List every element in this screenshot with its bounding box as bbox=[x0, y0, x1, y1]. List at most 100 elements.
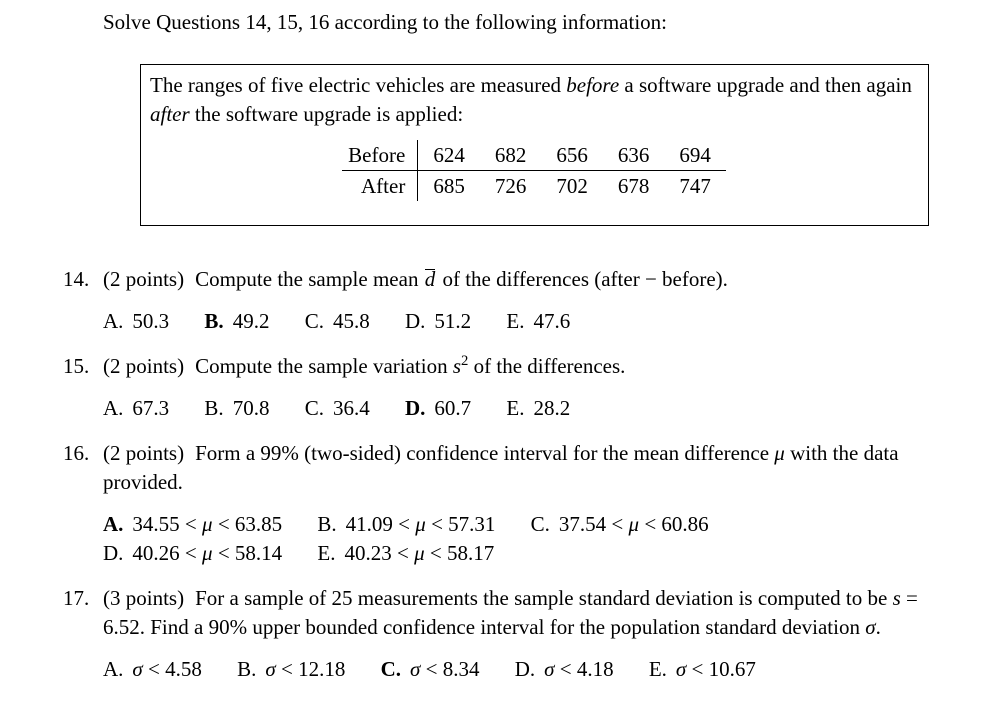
option-label: A. bbox=[103, 657, 124, 681]
option-label: B. bbox=[204, 309, 224, 333]
option-value: 50.3 bbox=[132, 309, 170, 333]
option-value: σ < 4.18 bbox=[544, 657, 614, 681]
option-value: 51.2 bbox=[434, 309, 472, 333]
option-e: E. 28.2 bbox=[506, 396, 570, 420]
question-15: 15. (2 points) Compute the sample variati… bbox=[0, 352, 993, 423]
option-c: C. 36.4 bbox=[305, 396, 370, 420]
option-d: D. 40.26 < μ < 58.14 bbox=[103, 541, 282, 565]
options-row: D. 40.26 < μ < 58.14 E. 40.23 < μ < 58.17 bbox=[103, 539, 965, 568]
option-e: E. 40.23 < μ < 58.17 bbox=[317, 541, 494, 565]
option-value: 45.8 bbox=[332, 309, 370, 333]
points-label: (2 points) bbox=[103, 441, 185, 465]
option-label: E. bbox=[506, 396, 525, 420]
option-value: 40.26 < μ < 58.14 bbox=[132, 541, 283, 565]
options-rows: A. 34.55 < μ < 63.85 B. 41.09 < μ < 57.31 … bbox=[103, 510, 965, 568]
value-cell: 678 bbox=[617, 174, 650, 198]
option-value: 47.6 bbox=[533, 309, 571, 333]
question-number: 15. bbox=[63, 354, 90, 378]
option-a: A. 50.3 bbox=[103, 309, 169, 333]
option-b: B. σ < 12.18 bbox=[237, 657, 345, 681]
options-row: A. σ < 4.58 B. σ < 12.18 C. σ < 8.34 D. σ < … bbox=[103, 655, 965, 684]
question-14: 14. (2 points) Compute the sample mean d … bbox=[0, 265, 993, 336]
option-value: σ < 4.58 bbox=[132, 657, 202, 681]
option-label: D. bbox=[404, 396, 426, 420]
option-c: C. 45.8 bbox=[305, 309, 370, 333]
option-label: C. bbox=[304, 309, 324, 333]
option-label: D. bbox=[514, 657, 536, 681]
value-cell: 702 bbox=[556, 174, 588, 198]
options-row: A. 34.55 < μ < 63.85 B. 41.09 < μ < 57.31 … bbox=[103, 510, 965, 539]
option-b: B. 41.09 < μ < 57.31 bbox=[317, 512, 495, 536]
option-label: B. bbox=[317, 512, 337, 536]
option-value: σ < 10.67 bbox=[675, 657, 756, 681]
points-label: (3 points) bbox=[103, 586, 185, 610]
row-label-before: Before bbox=[342, 140, 419, 171]
option-value: σ < 12.18 bbox=[265, 657, 346, 681]
value-cell: 694 bbox=[664, 140, 726, 171]
option-e: E. σ < 10.67 bbox=[649, 657, 756, 681]
points-label: (2 points) bbox=[103, 267, 185, 291]
table-row-before: Before 624 682 656 636 694 bbox=[342, 140, 726, 171]
stem-text: Compute the sample mean d of the differe… bbox=[195, 267, 728, 291]
points-label: (2 points) bbox=[103, 354, 185, 378]
option-label: E. bbox=[648, 657, 667, 681]
option-c: C. σ < 8.34 bbox=[381, 657, 480, 681]
value-cell: 624 bbox=[417, 140, 480, 171]
question-16: 16. (2 points) Form a 99% (two-sided) con… bbox=[0, 439, 993, 568]
info-box: The ranges of five electric vehicles are… bbox=[140, 64, 929, 226]
question-number: 17. bbox=[63, 586, 90, 610]
info-box-text: The ranges of five electric vehicles are… bbox=[150, 73, 912, 126]
stem-text: Form a 99% (two-sided) confidence interv… bbox=[103, 441, 899, 494]
option-b: B. 70.8 bbox=[204, 396, 269, 420]
value-cell: 726 bbox=[494, 174, 527, 198]
option-value: 41.09 < μ < 57.31 bbox=[345, 512, 496, 536]
option-value: σ < 8.34 bbox=[410, 657, 480, 681]
option-value: 67.3 bbox=[132, 396, 170, 420]
stem-text: For a sample of 25 measurements the samp… bbox=[103, 586, 918, 639]
option-c: C. 37.54 < μ < 60.86 bbox=[531, 512, 709, 536]
value-cell: 682 bbox=[479, 140, 542, 171]
question-17: 17. (3 points) For a sample of 25 measure… bbox=[0, 584, 993, 684]
table-row-after: After 685 726 702 678 747 bbox=[342, 170, 726, 201]
value-cell: 636 bbox=[602, 140, 665, 171]
option-label: E. bbox=[506, 309, 525, 333]
options-row: A. 67.3 B. 70.8 C. 36.4 D. 60.7 E. 28.2 bbox=[103, 394, 965, 423]
option-label: A. bbox=[103, 396, 124, 420]
question-stem: (2 points) Compute the sample variation s… bbox=[103, 352, 965, 381]
question-stem: (3 points) For a sample of 25 measurement… bbox=[103, 584, 965, 642]
row-label-after: After bbox=[342, 170, 419, 201]
option-label: A. bbox=[103, 309, 124, 333]
option-a: A. 67.3 bbox=[103, 396, 169, 420]
option-value: 34.55 < μ < 63.85 bbox=[132, 512, 283, 536]
option-label: C. bbox=[530, 512, 550, 536]
option-b: B. 49.2 bbox=[204, 309, 269, 333]
option-a: A. 34.55 < μ < 63.85 bbox=[103, 512, 282, 536]
question-stem: (2 points) Form a 99% (two-sided) confide… bbox=[103, 439, 965, 497]
option-label: D. bbox=[103, 541, 124, 565]
option-label: C. bbox=[380, 657, 402, 681]
option-value: 40.23 < μ < 58.17 bbox=[344, 541, 495, 565]
instruction-heading: Solve Questions 14, 15, 16 according to … bbox=[103, 10, 668, 34]
option-d: D. 60.7 bbox=[405, 396, 471, 420]
exam-page: Solve Questions 14, 15, 16 according to … bbox=[0, 8, 993, 684]
option-label: E. bbox=[317, 541, 336, 565]
question-stem: (2 points) Compute the sample mean d of t… bbox=[103, 265, 965, 294]
option-value: 70.8 bbox=[232, 396, 270, 420]
option-value: 49.2 bbox=[232, 309, 270, 333]
option-value: 60.7 bbox=[434, 396, 472, 420]
option-label: B. bbox=[237, 657, 257, 681]
value-cell: 656 bbox=[541, 140, 603, 171]
option-label: A. bbox=[103, 512, 124, 536]
option-label: B. bbox=[204, 396, 224, 420]
option-label: C. bbox=[304, 396, 324, 420]
question-number: 14. bbox=[63, 267, 90, 291]
value-cell: 685 bbox=[433, 174, 465, 198]
option-value: 28.2 bbox=[533, 396, 571, 420]
question-number: 16. bbox=[63, 441, 90, 465]
option-d: D. 51.2 bbox=[405, 309, 471, 333]
stem-text: Compute the sample variation s2 of the d… bbox=[195, 353, 626, 378]
option-e: E. 47.6 bbox=[506, 309, 570, 333]
value-cell: 747 bbox=[679, 174, 711, 198]
option-a: A. σ < 4.58 bbox=[103, 657, 202, 681]
option-label: D. bbox=[404, 309, 426, 333]
